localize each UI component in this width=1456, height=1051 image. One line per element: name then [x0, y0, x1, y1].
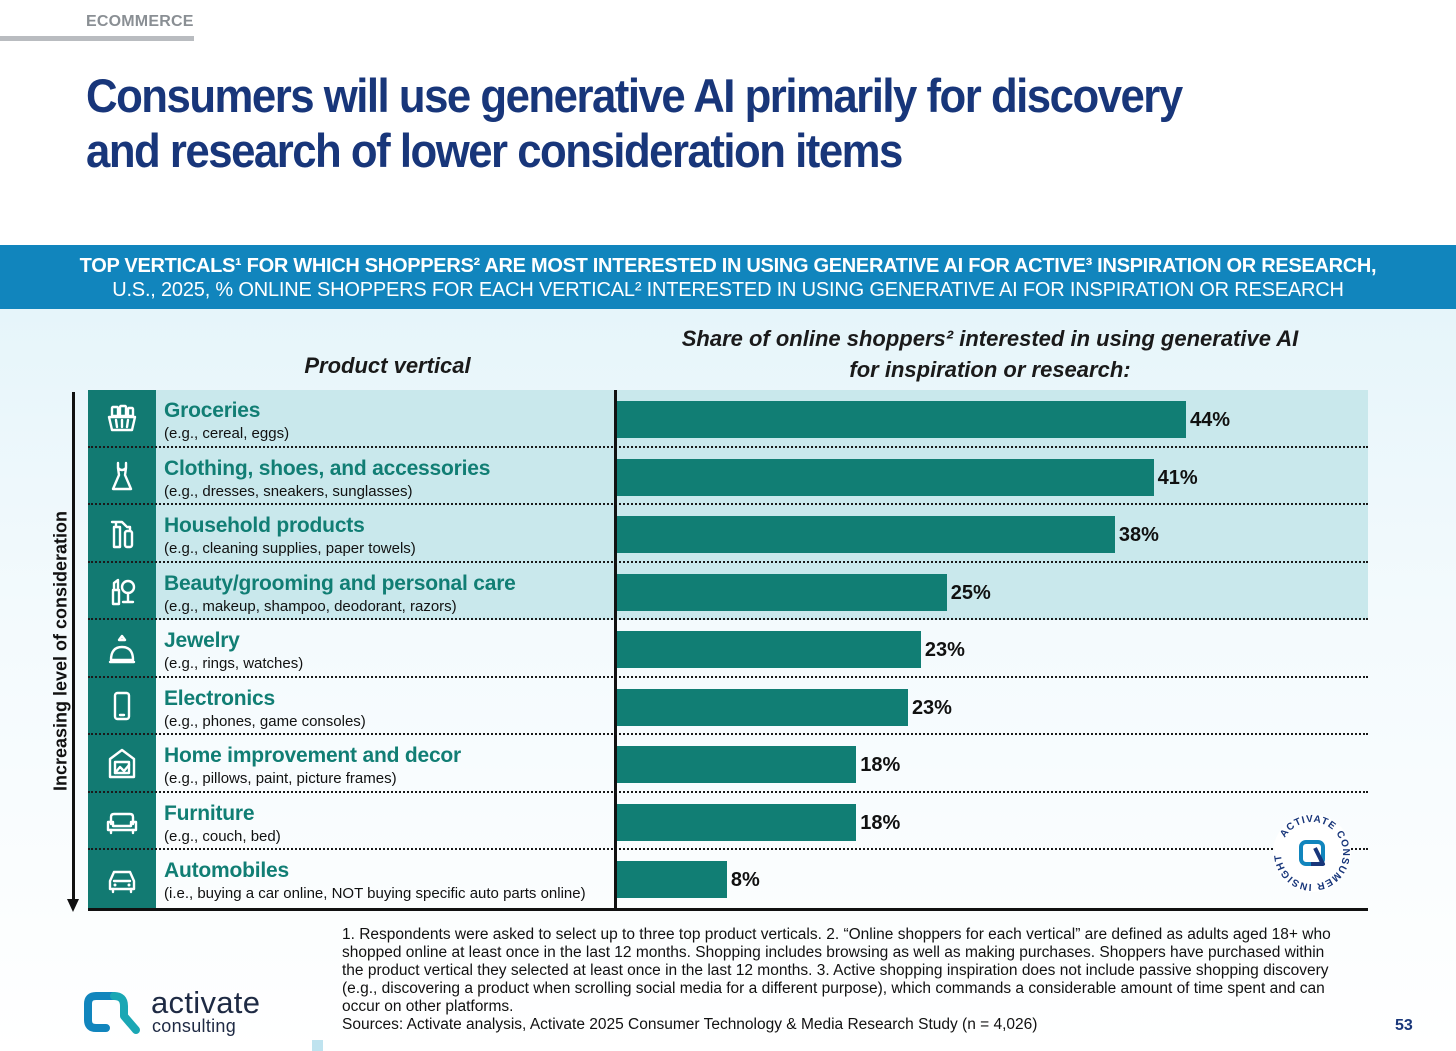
car-icon — [88, 850, 156, 908]
grocery-basket-icon — [88, 390, 156, 448]
ring-icon — [88, 620, 156, 678]
row-separator — [88, 560, 1368, 563]
vertical-label: Automobiles — [164, 859, 289, 882]
vertical-label: Groceries — [164, 399, 261, 422]
bar-value-label: 23% — [911, 696, 952, 719]
row-separator — [88, 618, 1368, 620]
row-separator — [88, 445, 1368, 448]
section-rule — [0, 36, 194, 41]
bar-value-label: 41% — [1157, 466, 1198, 489]
arrow-down-icon — [67, 899, 79, 912]
vertical-label: Jewelry — [164, 629, 240, 652]
row-separator — [88, 848, 1368, 850]
bar — [617, 688, 908, 726]
row-separator — [88, 733, 1368, 735]
table-row: Furniture (e.g., couch, bed) — [88, 792, 1368, 850]
consideration-axis: Increasing level of consideration — [48, 390, 74, 912]
bar — [617, 746, 857, 783]
bar-value-label: 23% — [924, 639, 965, 661]
bar-value-label: 8% — [730, 869, 760, 891]
bar — [617, 861, 727, 898]
table-divider — [614, 390, 617, 910]
phone-icon — [88, 677, 156, 735]
vertical-example: (e.g., couch, bed) — [164, 827, 281, 845]
bar-area: 44% 41% 38% 25% 23% 23% 18% 18% 8% — [617, 390, 1367, 910]
vertical-example: (i.e., buying a car online, NOT buying s… — [164, 885, 586, 902]
table-row: Home improvement and decor (e.g., pillows… — [88, 735, 1368, 793]
vertical-label: Clothing, shoes, and accessories — [164, 456, 491, 480]
share-header-line-2: for inspiration or research: — [849, 357, 1131, 382]
table-row: Beauty/grooming and personal care (e.g., … — [88, 562, 1368, 620]
page-title: Consumers will use generative AI primari… — [86, 69, 1183, 177]
page-number: 53 — [1395, 1017, 1413, 1034]
sources: Sources: Activate analysis, Activate 202… — [342, 1016, 1038, 1033]
bar-value-label: 25% — [950, 581, 991, 604]
vertical-example: (e.g., cereal, eggs) — [164, 425, 290, 442]
spray-bottle-icon — [88, 505, 156, 563]
banner-line-1: TOP VERTICALS¹ FOR WHICH SHOPPERS² ARE M… — [79, 255, 1377, 277]
table-row: Clothing, shoes, and accessories (e.g., d… — [88, 447, 1368, 505]
table-row: Jewelry (e.g., rings, watches) — [88, 620, 1368, 678]
vertical-label: Household products — [164, 514, 365, 537]
vertical-example: (e.g., makeup, shampoo, deodorant, razor… — [164, 597, 457, 615]
row-separator — [88, 790, 1368, 793]
vertical-example: (e.g., phones, game consoles) — [164, 712, 366, 730]
dress-icon — [88, 447, 156, 505]
row-separator — [88, 675, 1368, 678]
axis-arrow-line — [72, 392, 75, 902]
bar — [617, 803, 857, 841]
bar-value-label: 18% — [860, 811, 901, 834]
row-separator — [88, 503, 1368, 505]
activate-logo-icon — [84, 992, 140, 1034]
vertical-example: (e.g., cleaning supplies, paper towels) — [164, 540, 416, 557]
table-row: Automobiles (i.e., buying a car online, N… — [88, 850, 1368, 908]
axis-label: Increasing level of consideration — [50, 510, 71, 792]
table-row: Electronics (e.g., phones, game consoles) — [88, 677, 1368, 735]
section-tag: ECOMMERCE — [86, 13, 194, 30]
picture-frame-icon — [88, 735, 156, 793]
bar — [617, 516, 1115, 553]
bar-value-label: 18% — [860, 754, 901, 776]
vertical-label: Electronics — [164, 686, 276, 710]
share-header-line-1: Share of online shoppers² interested in … — [681, 326, 1299, 351]
bar — [617, 401, 1186, 438]
sofa-icon — [88, 792, 156, 850]
logo-wordmark: activate — [151, 985, 261, 1020]
share-header: Share of online shoppers² interested in … — [680, 323, 1300, 385]
vertical-example: (e.g., dresses, sneakers, sunglasses) — [164, 482, 413, 500]
vertical-label: Beauty/grooming and personal care — [164, 571, 516, 595]
logo-subtitle: consulting — [152, 1016, 237, 1036]
vertical-example: (e.g., pillows, paint, picture frames) — [164, 770, 397, 787]
bar-value-label: 44% — [1189, 409, 1230, 431]
chart-banner: TOP VERTICALS¹ FOR WHICH SHOPPERS² ARE M… — [0, 245, 1456, 309]
bar — [617, 458, 1154, 496]
vertical-label: Home improvement and decor — [164, 744, 462, 767]
product-vertical-header: Product vertical — [304, 353, 471, 378]
bar-value-label: 38% — [1118, 524, 1159, 546]
lipstick-mirror-icon — [88, 562, 156, 620]
vertical-label: Furniture — [164, 801, 255, 825]
table-bottom-rule — [88, 908, 1368, 911]
bar — [617, 631, 921, 668]
activate-badge-icon: ACTIVATE CONSUMER INSIGHT — [1273, 814, 1351, 892]
bar — [617, 573, 947, 611]
corner-marker — [312, 1040, 323, 1051]
vertical-example: (e.g., rings, watches) — [164, 655, 304, 672]
banner-line-2: U.S., 2025, % ONLINE SHOPPERS FOR EACH V… — [112, 279, 1344, 301]
footnote: 1. Respondents were asked to select up t… — [342, 926, 1331, 1015]
